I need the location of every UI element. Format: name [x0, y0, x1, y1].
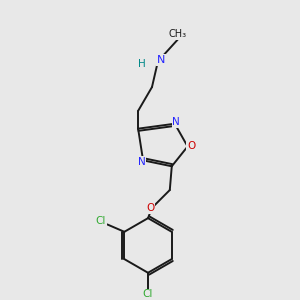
Text: N: N	[138, 157, 146, 167]
Text: O: O	[146, 203, 154, 213]
Text: Cl: Cl	[95, 216, 106, 226]
Text: CH₃: CH₃	[169, 29, 187, 39]
Text: N: N	[157, 55, 165, 65]
Text: Cl: Cl	[143, 290, 153, 299]
Text: N: N	[172, 117, 180, 127]
Text: H: H	[138, 59, 146, 69]
Text: O: O	[187, 142, 195, 152]
